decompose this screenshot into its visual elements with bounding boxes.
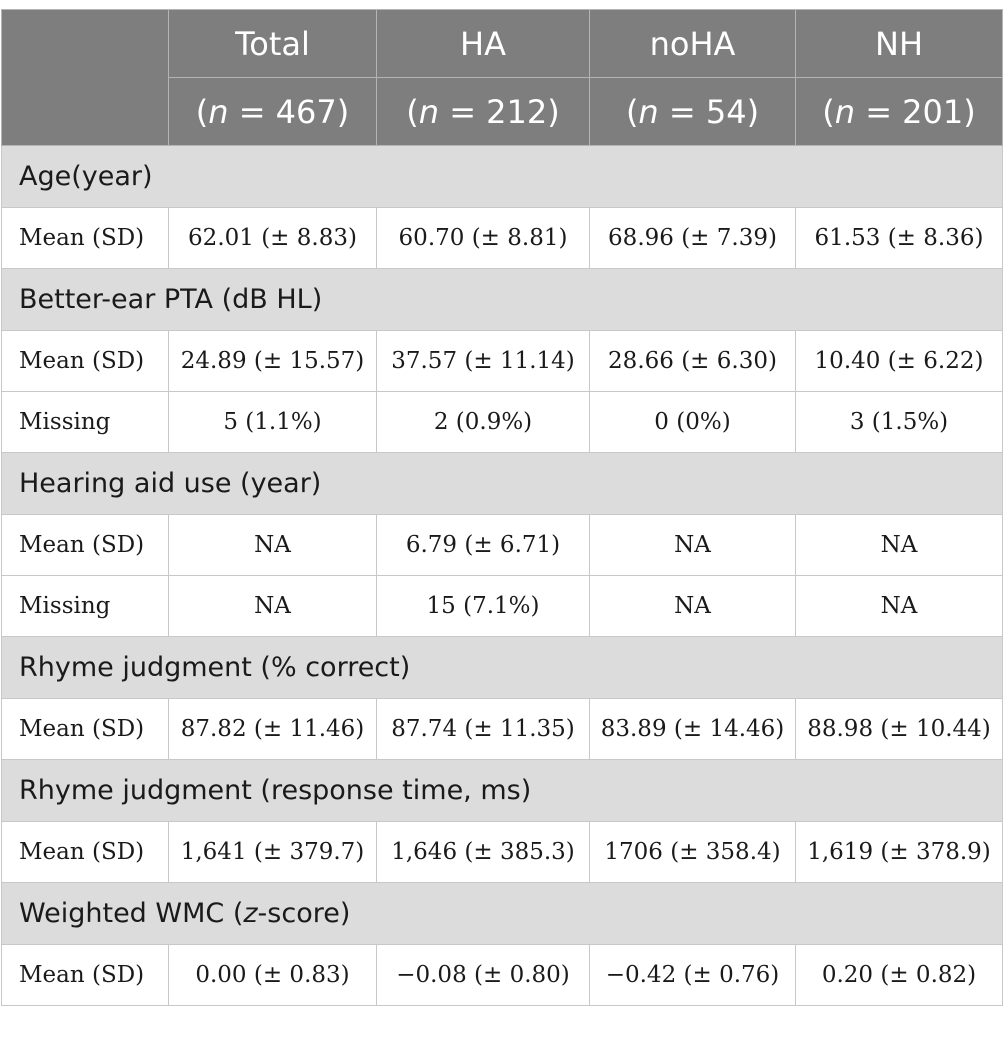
row-label: Mean (SD) <box>1 698 169 760</box>
header-nh: NH <box>795 9 1003 78</box>
cell-ha: 6.79 (± 6.71) <box>376 514 590 576</box>
cell-nh: 1,619 (± 378.9) <box>795 821 1003 883</box>
cell-total: 5 (1.1%) <box>168 391 377 453</box>
row-label: Missing <box>1 391 169 453</box>
cell-noha: 1706 (± 358.4) <box>589 821 796 883</box>
cell-nh: NA <box>795 575 1003 637</box>
cell-ha: 37.57 (± 11.14) <box>376 330 590 392</box>
cell-noha: 0 (0%) <box>589 391 796 453</box>
cell-ha: 60.70 (± 8.81) <box>376 207 590 269</box>
cell-ha: 15 (7.1%) <box>376 575 590 637</box>
table-row: Missing 5 (1.1%) 2 (0.9%) 0 (0%) 3 (1.5%… <box>1 391 1003 453</box>
header-row-names: Total HA noHA NH <box>1 9 1003 146</box>
table-row: Mean (SD) 0.00 (± 0.83) −0.08 (± 0.80) −… <box>1 944 1003 1006</box>
section-row-age: Age(year) <box>1 145 1003 208</box>
table-row: Mean (SD) 24.89 (± 15.57) 37.57 (± 11.14… <box>1 330 1003 392</box>
cell-noha: 28.66 (± 6.30) <box>589 330 796 392</box>
cell-total: 87.82 (± 11.46) <box>168 698 377 760</box>
cell-ha: 87.74 (± 11.35) <box>376 698 590 760</box>
section-row-rhyme-correct: Rhyme judgment (% correct) <box>1 636 1003 699</box>
table-row: Mean (SD) 62.01 (± 8.83) 60.70 (± 8.81) … <box>1 207 1003 269</box>
cell-noha: NA <box>589 514 796 576</box>
row-label: Mean (SD) <box>1 330 169 392</box>
cell-nh: 61.53 (± 8.36) <box>795 207 1003 269</box>
header-ha: HA <box>376 9 590 78</box>
table-row: Mean (SD) 1,641 (± 379.7) 1,646 (± 385.3… <box>1 821 1003 883</box>
cell-noha: −0.42 (± 0.76) <box>589 944 796 1006</box>
header-nh-n: (n = 201) <box>795 77 1003 146</box>
section-title: Better-ear PTA (dB HL) <box>1 268 1003 331</box>
cell-ha: 1,646 (± 385.3) <box>376 821 590 883</box>
cell-noha: NA <box>589 575 796 637</box>
cell-total: 62.01 (± 8.83) <box>168 207 377 269</box>
section-row-rhyme-time: Rhyme judgment (response time, ms) <box>1 759 1003 822</box>
section-row-wmc: Weighted WMC (z-score) <box>1 882 1003 945</box>
header-ha-n: (n = 212) <box>376 77 590 146</box>
cell-total: NA <box>168 514 377 576</box>
section-title: Rhyme judgment (% correct) <box>1 636 1003 699</box>
cell-total: 0.00 (± 0.83) <box>168 944 377 1006</box>
header-total: Total <box>168 9 377 78</box>
header-total-n: (n = 467) <box>168 77 377 146</box>
row-label: Mean (SD) <box>1 207 169 269</box>
cell-nh: NA <box>795 514 1003 576</box>
cell-ha: −0.08 (± 0.80) <box>376 944 590 1006</box>
row-label: Mean (SD) <box>1 944 169 1006</box>
cell-total: NA <box>168 575 377 637</box>
cell-total: 24.89 (± 15.57) <box>168 330 377 392</box>
cell-nh: 10.40 (± 6.22) <box>795 330 1003 392</box>
demographics-table: Total HA noHA NH (n = 467) (n = 212) (n … <box>1 9 1003 1006</box>
cell-nh: 88.98 (± 10.44) <box>795 698 1003 760</box>
cell-total: 1,641 (± 379.7) <box>168 821 377 883</box>
section-title: Weighted WMC (z-score) <box>1 882 1003 945</box>
cell-noha: 68.96 (± 7.39) <box>589 207 796 269</box>
row-label: Mean (SD) <box>1 514 169 576</box>
header-row-counts: (n = 467) (n = 212) (n = 54) (n = 201) <box>2 77 1003 146</box>
section-title: Hearing aid use (year) <box>1 452 1003 515</box>
section-row-hearing-aid: Hearing aid use (year) <box>1 452 1003 515</box>
section-title: Rhyme judgment (response time, ms) <box>1 759 1003 822</box>
section-row-pta: Better-ear PTA (dB HL) <box>1 268 1003 331</box>
table-row: Missing NA 15 (7.1%) NA NA <box>1 575 1003 637</box>
cell-noha: 83.89 (± 14.46) <box>589 698 796 760</box>
cell-nh: 3 (1.5%) <box>795 391 1003 453</box>
row-label: Mean (SD) <box>1 821 169 883</box>
cell-ha: 2 (0.9%) <box>376 391 590 453</box>
row-label: Missing <box>1 575 169 637</box>
section-title: Age(year) <box>1 145 1003 208</box>
header-blank-cell <box>1 9 169 146</box>
table-row: Mean (SD) 87.82 (± 11.46) 87.74 (± 11.35… <box>1 698 1003 760</box>
header-noha: noHA <box>589 9 796 78</box>
table-row: Mean (SD) NA 6.79 (± 6.71) NA NA <box>1 514 1003 576</box>
cell-nh: 0.20 (± 0.82) <box>795 944 1003 1006</box>
header-noha-n: (n = 54) <box>589 77 796 146</box>
